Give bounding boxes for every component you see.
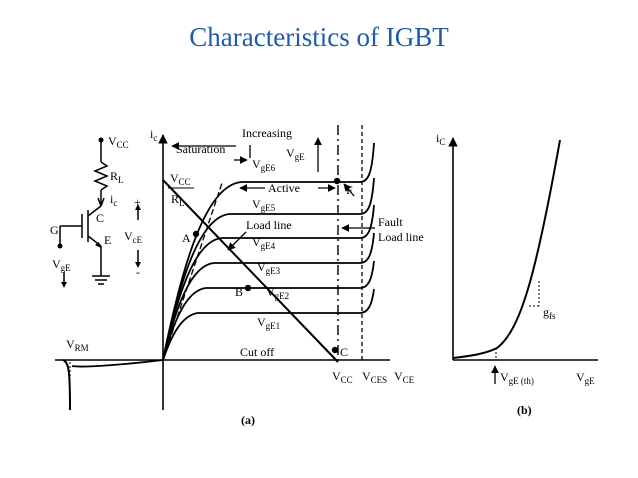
panel-b-axes bbox=[448, 137, 598, 361]
gfs-label: gfs bbox=[543, 305, 556, 321]
slide-title: Characteristics of IGBT bbox=[189, 22, 449, 52]
fault-label-line1: Fault bbox=[378, 215, 403, 229]
point-f-label: F bbox=[346, 183, 353, 197]
vge-curve-2 bbox=[162, 260, 375, 361]
point-c-label: C bbox=[340, 345, 348, 359]
panel-a-axes bbox=[55, 134, 390, 410]
emitter-arrow-icon bbox=[95, 242, 101, 248]
vge-curve-label-1: VgE1 bbox=[257, 315, 280, 331]
operating-point-c bbox=[331, 346, 339, 354]
panel-a-y-axis-label: ic bbox=[150, 127, 157, 143]
active-label: Active bbox=[268, 181, 300, 195]
vge-curve-5 bbox=[162, 177, 375, 361]
circuit-vce-label: VcE bbox=[124, 229, 143, 245]
load-line-label: Load line bbox=[246, 218, 292, 232]
vces-axis-label: VCES bbox=[362, 369, 387, 385]
vcc-over-rl-numerator: VCC bbox=[170, 171, 191, 187]
vce-up-arrow-icon bbox=[135, 204, 141, 210]
vge-curve-label-5: VgE5 bbox=[252, 197, 276, 213]
point-f-pointer bbox=[343, 183, 355, 197]
vrm-label: VRM bbox=[66, 337, 89, 353]
reverse-breakdown-curve bbox=[62, 359, 71, 411]
panel-b-x-axis-label: VgE bbox=[576, 370, 595, 386]
fault-label-line2: Load line bbox=[378, 230, 424, 244]
load-line bbox=[162, 179, 339, 363]
circuit-gate-label: G bbox=[50, 223, 59, 237]
increasing-label: Increasing bbox=[242, 126, 292, 140]
increasing-vge-label: VgE bbox=[286, 146, 305, 162]
panel-b-caption: (b) bbox=[517, 403, 532, 417]
circuit-emitter-label: E bbox=[104, 233, 111, 247]
vge-curve-label-6: VgE6 bbox=[252, 157, 276, 173]
point-b-label: B bbox=[235, 285, 243, 299]
vcc-terminal bbox=[98, 137, 104, 143]
vcc-over-rl-denominator: RL bbox=[171, 192, 185, 208]
circuit-ic-label: ic bbox=[110, 192, 117, 208]
panel-b-y-axis-label: iC bbox=[436, 131, 445, 147]
transfer-curve bbox=[452, 139, 561, 359]
circuit-plus-label: + bbox=[134, 195, 141, 209]
leakage-curve bbox=[71, 359, 164, 368]
operating-point-a bbox=[192, 230, 200, 238]
panel-a-caption: (a) bbox=[241, 413, 255, 427]
vge-curve-label-4: VgE4 bbox=[252, 235, 276, 251]
igbt-circuit bbox=[59, 140, 139, 285]
vge-curve-label-2: VgE2 bbox=[266, 285, 289, 301]
operating-point-f bbox=[333, 177, 341, 185]
output-curves: VgE6 VgE5 VgE4 VgE3 VgE2 VgE1 bbox=[162, 142, 375, 361]
threshold-label: VgE (th) bbox=[500, 370, 534, 386]
circuit-vcc-label: VCC bbox=[108, 134, 129, 150]
cutoff-label: Cut off bbox=[240, 345, 274, 359]
vge-curve-3 bbox=[162, 232, 375, 361]
vge-curve-1 bbox=[162, 288, 375, 361]
vcc-axis-label: VCC bbox=[332, 369, 353, 385]
operating-point-b bbox=[244, 284, 252, 292]
circuit-rl-label: RL bbox=[110, 169, 124, 185]
point-a-label: A bbox=[182, 231, 191, 245]
circuit-minus-label: - bbox=[136, 265, 140, 279]
circuit-collector-label: C bbox=[96, 211, 104, 225]
circuit-vge-label: VgE bbox=[52, 257, 71, 273]
saturation-label: Saturation bbox=[176, 142, 225, 156]
panel-a-x-axis-label: VCE bbox=[394, 369, 415, 385]
vge-curve-6 bbox=[162, 142, 375, 361]
load-line-pointer bbox=[227, 231, 247, 251]
gate-terminal bbox=[57, 243, 63, 249]
vge-curve-label-3: VgE3 bbox=[257, 260, 281, 276]
vge-down-arrow-icon bbox=[61, 282, 67, 288]
vce-down-arrow-icon bbox=[135, 262, 141, 268]
